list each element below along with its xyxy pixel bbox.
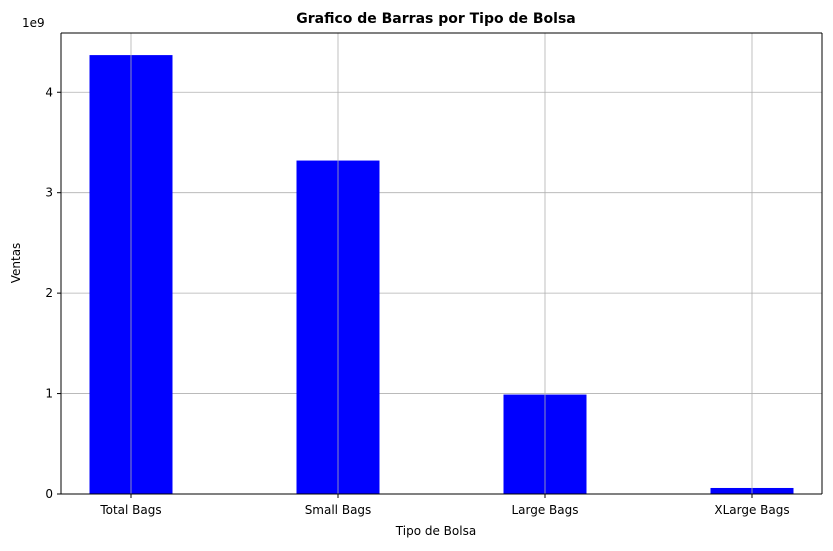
y-tick-label: 1 [45,387,53,401]
x-axis-label: Tipo de Bolsa [395,524,476,538]
x-tick-label: Small Bags [305,503,372,517]
y-tick-label: 4 [45,85,53,99]
chart-title: Grafico de Barras por Tipo de Bolsa [296,11,576,27]
y-tick-label: 0 [45,487,53,501]
y-axis-label: Ventas [9,243,23,284]
grid-lines [61,91,822,495]
y-tick-label: 3 [45,186,53,200]
vertical-grid-lines [130,33,753,494]
x-tick-label: XLarge Bags [714,503,789,517]
x-tick-label: Total Bags [99,503,161,517]
x-tick-label: Large Bags [511,503,578,517]
y-scale-label: 1e9 [22,16,45,30]
bars [89,55,794,495]
y-tick-label: 2 [45,286,53,300]
ticks: 0 1 2 3 4 Total Bags Small Bags Large Bags XLarg… [45,85,789,517]
axes [60,32,823,495]
